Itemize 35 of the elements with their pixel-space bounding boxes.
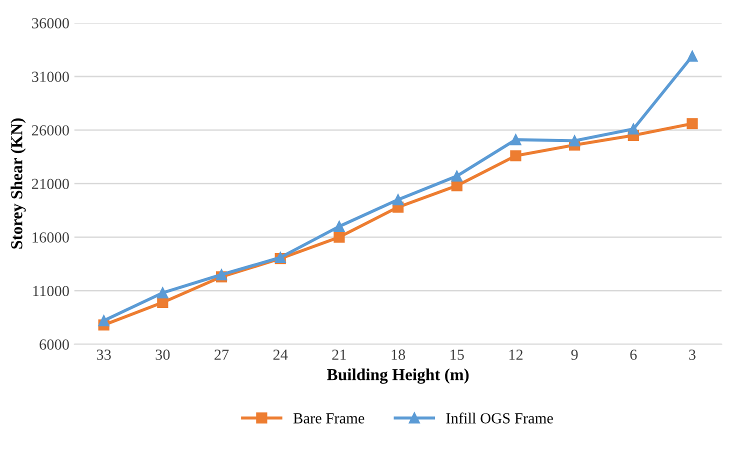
point	[98, 315, 110, 326]
x-tick-label: 15	[450, 350, 464, 360]
y-tick-label: 21000	[32, 178, 69, 190]
point	[451, 170, 462, 182]
point	[157, 287, 168, 298]
x-tick-label: 6	[630, 350, 637, 360]
y-tick-label: 26000	[32, 125, 69, 136]
point	[334, 220, 345, 232]
x-tick-label: 21	[332, 350, 346, 360]
x-tick-label: 12	[509, 350, 523, 360]
point	[334, 232, 345, 243]
point	[686, 118, 698, 130]
x-axis-title: Building Height (m)	[327, 368, 469, 384]
point	[628, 123, 639, 135]
legend-label: Bare Frame	[293, 413, 364, 424]
y-tick-label: 31000	[32, 72, 69, 82]
x-tick-label: 9	[571, 350, 578, 360]
x-tick-label: 3	[689, 350, 696, 360]
y-tick-label: 11000	[33, 286, 69, 296]
x-tick-label: 27	[214, 350, 229, 360]
x-tick-label: 18	[392, 350, 406, 360]
point	[510, 134, 522, 146]
x-tick-label: 30	[156, 350, 170, 360]
point	[569, 135, 580, 146]
legend-label: Infill OGS Frame	[446, 412, 553, 424]
y-tick-label: 36000	[32, 18, 69, 28]
x-tick-label: 24	[273, 350, 288, 360]
point	[451, 180, 462, 192]
y-tick-label: 16000	[32, 232, 69, 243]
point	[686, 50, 698, 62]
point	[510, 150, 522, 162]
y-tick-label: 6000	[40, 339, 69, 350]
point	[392, 194, 404, 206]
x-tick-label: 33	[96, 350, 111, 360]
y-axis-title: Storey Shear (KN)	[10, 118, 26, 249]
